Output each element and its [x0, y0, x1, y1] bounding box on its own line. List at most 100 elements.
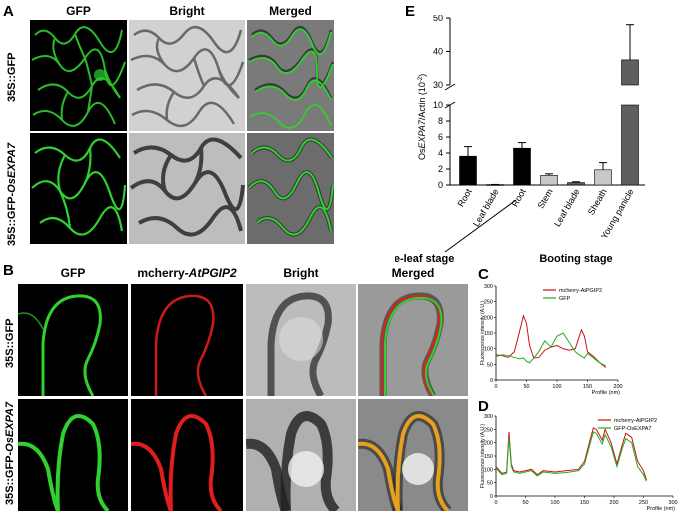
y-tick-label: 300: [484, 284, 493, 290]
row-label-prefix: 35S::GFP-: [4, 451, 16, 505]
y-tick-label: 40: [433, 47, 443, 57]
x-tick-label: 300: [668, 500, 677, 506]
group-label-booting: Booting stage: [539, 253, 612, 265]
micrograph-b-gfp-osexpa7: [18, 399, 128, 511]
y-tick-label: 200: [484, 441, 493, 447]
x-axis-label: Profile (nm): [647, 506, 676, 512]
micrograph-a-bright-osexpa7: [129, 133, 245, 244]
x-tick-label: 0: [494, 384, 497, 390]
y-tick-label: 150: [484, 454, 493, 460]
micrograph-b-merged-control: [358, 284, 468, 396]
x-category-label: Root: [456, 187, 474, 209]
y-tick-label: 0: [490, 494, 493, 500]
y-axis-label-part: EXPA7: [417, 119, 427, 148]
col-title-text: mcherry-: [137, 266, 189, 280]
micrograph-a-gfp-osexpa7: [30, 133, 127, 244]
y-tick-label: 0: [490, 378, 493, 384]
series-line-red: [495, 427, 647, 481]
x-category-label: Sheath: [586, 187, 609, 217]
legend-label: GFP-OsEXPA7: [614, 426, 652, 432]
x-tick-label: 200: [609, 500, 618, 506]
y-axis-label: Fluorescence intensity (A.U.): [480, 301, 486, 366]
panel-a-col-bright: Bright: [169, 4, 205, 18]
panel-label-b: B: [3, 262, 14, 279]
panel-a-row-label-gfp: 35S::GFP: [6, 52, 18, 102]
panel-a-col-merged: Merged: [269, 4, 312, 18]
bar: [513, 147, 531, 186]
y-tick-label: 250: [484, 300, 493, 306]
bar: [540, 175, 558, 186]
y-tick-label: 6: [438, 132, 443, 142]
x-tick-label: 200: [613, 384, 622, 390]
bar: [594, 169, 612, 186]
micrograph-a-merged-osexpa7: [247, 133, 334, 244]
micrograph-a-bright-control: [129, 20, 245, 131]
micrograph-a-merged-control: [247, 20, 334, 131]
row-label-prefix: 35S::GFP-: [6, 192, 18, 246]
bar: [567, 182, 585, 186]
panel-b-col-bright: Bright: [246, 266, 356, 280]
micrograph-a-gfp-control: [30, 20, 127, 131]
y-tick-label: 0: [438, 180, 443, 190]
legend-label: mcherry-AtPGIP2: [614, 418, 657, 424]
panel-label-c: C: [478, 266, 489, 283]
micrograph-b-merged-osexpa7: [358, 399, 468, 511]
y-tick-label: 100: [484, 347, 493, 353]
bar: [621, 59, 639, 86]
panel-label-d: D: [478, 398, 489, 415]
y-tick-label: 200: [484, 315, 493, 321]
y-tick-label: 150: [484, 331, 493, 337]
row-label-gene: OsEXPA7: [4, 401, 16, 452]
series-line-green: [495, 332, 607, 367]
panel-b-row-label-gfp: 35S::GFP: [4, 318, 16, 368]
col-title-text: GFP: [60, 266, 86, 280]
y-tick-label: 10: [433, 100, 443, 110]
panel-label-e: E: [405, 3, 416, 20]
y-axis-label: Fluorescence intensity (A.U.): [480, 424, 486, 489]
x-tick-label: 50: [523, 384, 529, 390]
micrograph-b-mcherry-osexpa7: [131, 399, 243, 511]
x-tick-label: 0: [494, 500, 497, 506]
y-tick-label: 300: [484, 414, 493, 420]
y-tick-label: 4: [438, 148, 443, 158]
y-tick-label: 100: [484, 467, 493, 473]
series-line-green: [495, 431, 647, 482]
y-axis-label: OsEXPA7/Actin (10-2): [417, 74, 427, 160]
panel-b-col-gfp: GFP: [18, 266, 128, 280]
x-category-label: Leaf blade: [552, 187, 582, 228]
y-tick-label: 30: [433, 80, 443, 90]
y-axis-label-part: Os: [417, 148, 427, 160]
row-label-prefix: 35S::GFP: [6, 52, 18, 102]
y-tick-label: 50: [433, 15, 443, 23]
bar: [621, 104, 639, 186]
x-category-label: Stem: [536, 187, 555, 210]
panel-b-row-label-osexpa7: 35S::GFP-OsEXPA7: [4, 402, 16, 505]
col-title-text: Merged: [391, 266, 435, 280]
y-tick-label: 250: [484, 427, 493, 433]
y-axis-label-part: -2: [418, 76, 424, 82]
y-tick-label: 8: [438, 116, 443, 126]
panel-b-col-merged: Merged: [358, 266, 468, 280]
x-tick-label: 100: [552, 384, 561, 390]
micrograph-b-bright-osexpa7: [246, 399, 356, 511]
row-label-gene: OsEXPA7: [6, 142, 18, 193]
y-axis-label-part: ): [417, 74, 427, 77]
y-tick-label: 50: [487, 481, 493, 487]
x-axis-label: Profile (nm): [592, 390, 621, 396]
micrograph-b-bright-control: [246, 284, 356, 396]
group-label-three-leaf: Three-leaf stage: [395, 253, 454, 265]
legend-label: GFP: [559, 296, 571, 302]
axis-break-mark: [444, 83, 456, 91]
panel-label-a: A: [3, 3, 14, 20]
series-line-red: [495, 314, 607, 368]
x-tick-label: 250: [639, 500, 648, 506]
row-label-prefix: 35S::GFP: [4, 318, 16, 368]
col-title-gene: AtPGIP2: [188, 266, 237, 280]
micrograph-b-gfp-control: [18, 284, 128, 396]
col-title-text: Bright: [283, 266, 319, 280]
x-tick-label: 50: [522, 500, 528, 506]
panel-a-col-gfp: GFP: [66, 4, 91, 18]
panel-a-row-label-osexpa7: 35S::GFP-OsEXPA7: [6, 143, 18, 246]
